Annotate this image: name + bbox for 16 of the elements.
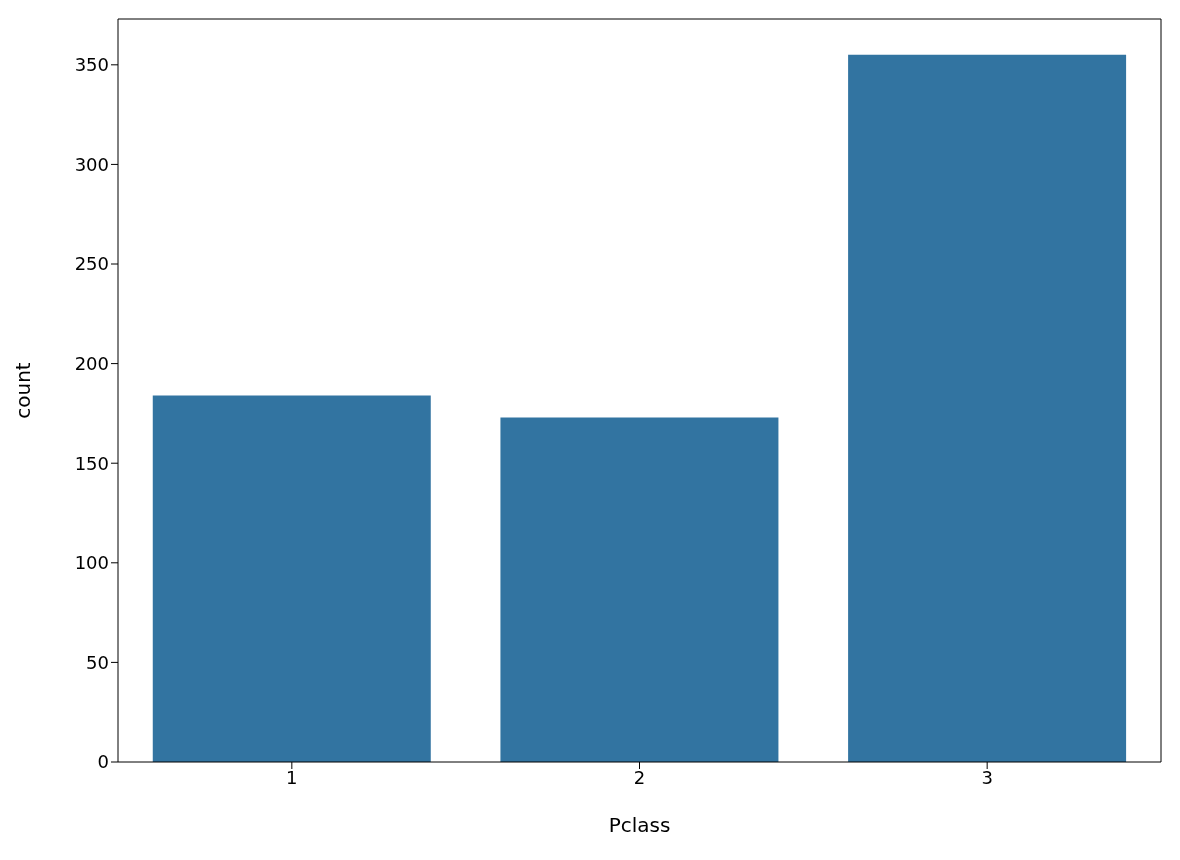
bar bbox=[500, 417, 779, 762]
x-tick-label: 2 bbox=[633, 766, 646, 788]
bar bbox=[848, 54, 1127, 762]
y-tick-label: 0 bbox=[97, 751, 109, 773]
x-axis-title: Pclass bbox=[608, 813, 671, 837]
y-tick-label: 100 bbox=[74, 552, 109, 574]
y-tick-label: 50 bbox=[86, 651, 109, 673]
y-tick-label: 200 bbox=[74, 353, 109, 374]
bar bbox=[152, 395, 431, 762]
y-tick-label: 150 bbox=[74, 452, 109, 474]
x-tick-label: 1 bbox=[286, 766, 298, 788]
x-tick-label: 3 bbox=[981, 766, 993, 788]
y-tick-label: 300 bbox=[74, 153, 109, 175]
y-tick-label: 350 bbox=[74, 54, 109, 76]
y-tick-label: 250 bbox=[74, 253, 109, 275]
y-axis-title: count bbox=[11, 362, 36, 419]
